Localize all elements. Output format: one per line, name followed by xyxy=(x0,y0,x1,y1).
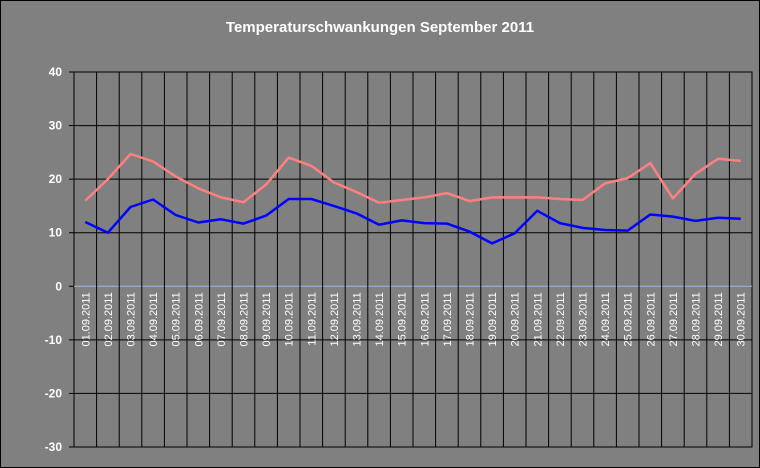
x-tick-label: 14.09.2011 xyxy=(374,292,386,346)
x-tick-label: 10.09.2011 xyxy=(284,292,296,346)
x-tick-label: 07.09.2011 xyxy=(216,292,228,346)
series-line-1 xyxy=(84,152,741,204)
x-tick-label: 13.09.2011 xyxy=(352,292,364,346)
x-tick-label: 03.09.2011 xyxy=(126,292,138,346)
x-tick-label: 29.09.2011 xyxy=(713,292,725,346)
y-tick-label: -10 xyxy=(45,333,63,347)
x-tick-label: 30.09.2011 xyxy=(736,292,748,346)
y-tick-label: 0 xyxy=(55,279,62,293)
x-tick-label: 08.09.2011 xyxy=(239,292,251,346)
x-tick-label: 28.09.2011 xyxy=(691,292,703,346)
x-tick-label: 06.09.2011 xyxy=(193,292,205,346)
x-tick-label: 01.09.2011 xyxy=(80,292,92,346)
x-tick-label: 04.09.2011 xyxy=(148,292,160,346)
y-axis-ticks: -30 -20 -10 0 10 20 30 40 xyxy=(45,65,63,454)
y-tick-label: 20 xyxy=(49,172,63,186)
x-tick-label: 17.09.2011 xyxy=(442,292,454,346)
x-tick-label: 25.09.2011 xyxy=(623,292,635,346)
x-tick-label: 27.09.2011 xyxy=(668,292,680,346)
x-tick-label: 24.09.2011 xyxy=(600,292,612,346)
y-tick-label: -20 xyxy=(45,386,63,400)
x-tick-label: 18.09.2011 xyxy=(465,292,477,346)
x-tick-label: 12.09.2011 xyxy=(329,292,341,346)
x-tick-label: 15.09.2011 xyxy=(397,292,409,346)
x-axis-ticks: 01.09.2011 02.09.2011 03.09.2011 04.09.2011… xyxy=(80,292,747,346)
x-tick-label: 19.09.2011 xyxy=(487,292,499,346)
chart-title: Temperaturschwankungen September 2011 xyxy=(225,19,535,36)
x-tick-label: 26.09.2011 xyxy=(645,292,657,346)
series-line-2 xyxy=(84,197,741,245)
y-tick-label: 30 xyxy=(49,119,63,133)
x-tick-label: 22.09.2011 xyxy=(555,292,567,346)
x-tick-label: 21.09.2011 xyxy=(532,292,544,346)
x-tick-label: 09.09.2011 xyxy=(261,292,273,346)
x-tick-label: 20.09.2011 xyxy=(510,292,522,346)
y-tick-label: 40 xyxy=(49,65,63,79)
series-lines xyxy=(84,152,741,245)
x-tick-label: 11.09.2011 xyxy=(306,292,318,345)
x-tick-label: 16.09.2011 xyxy=(419,292,431,346)
x-tick-label: 23.09.2011 xyxy=(578,292,590,346)
y-tick-label: 10 xyxy=(49,226,63,240)
x-tick-label: 02.09.2011 xyxy=(103,292,115,346)
grid-lines xyxy=(69,71,753,448)
x-tick-label: 05.09.2011 xyxy=(171,292,183,346)
y-tick-label: -30 xyxy=(45,440,63,454)
